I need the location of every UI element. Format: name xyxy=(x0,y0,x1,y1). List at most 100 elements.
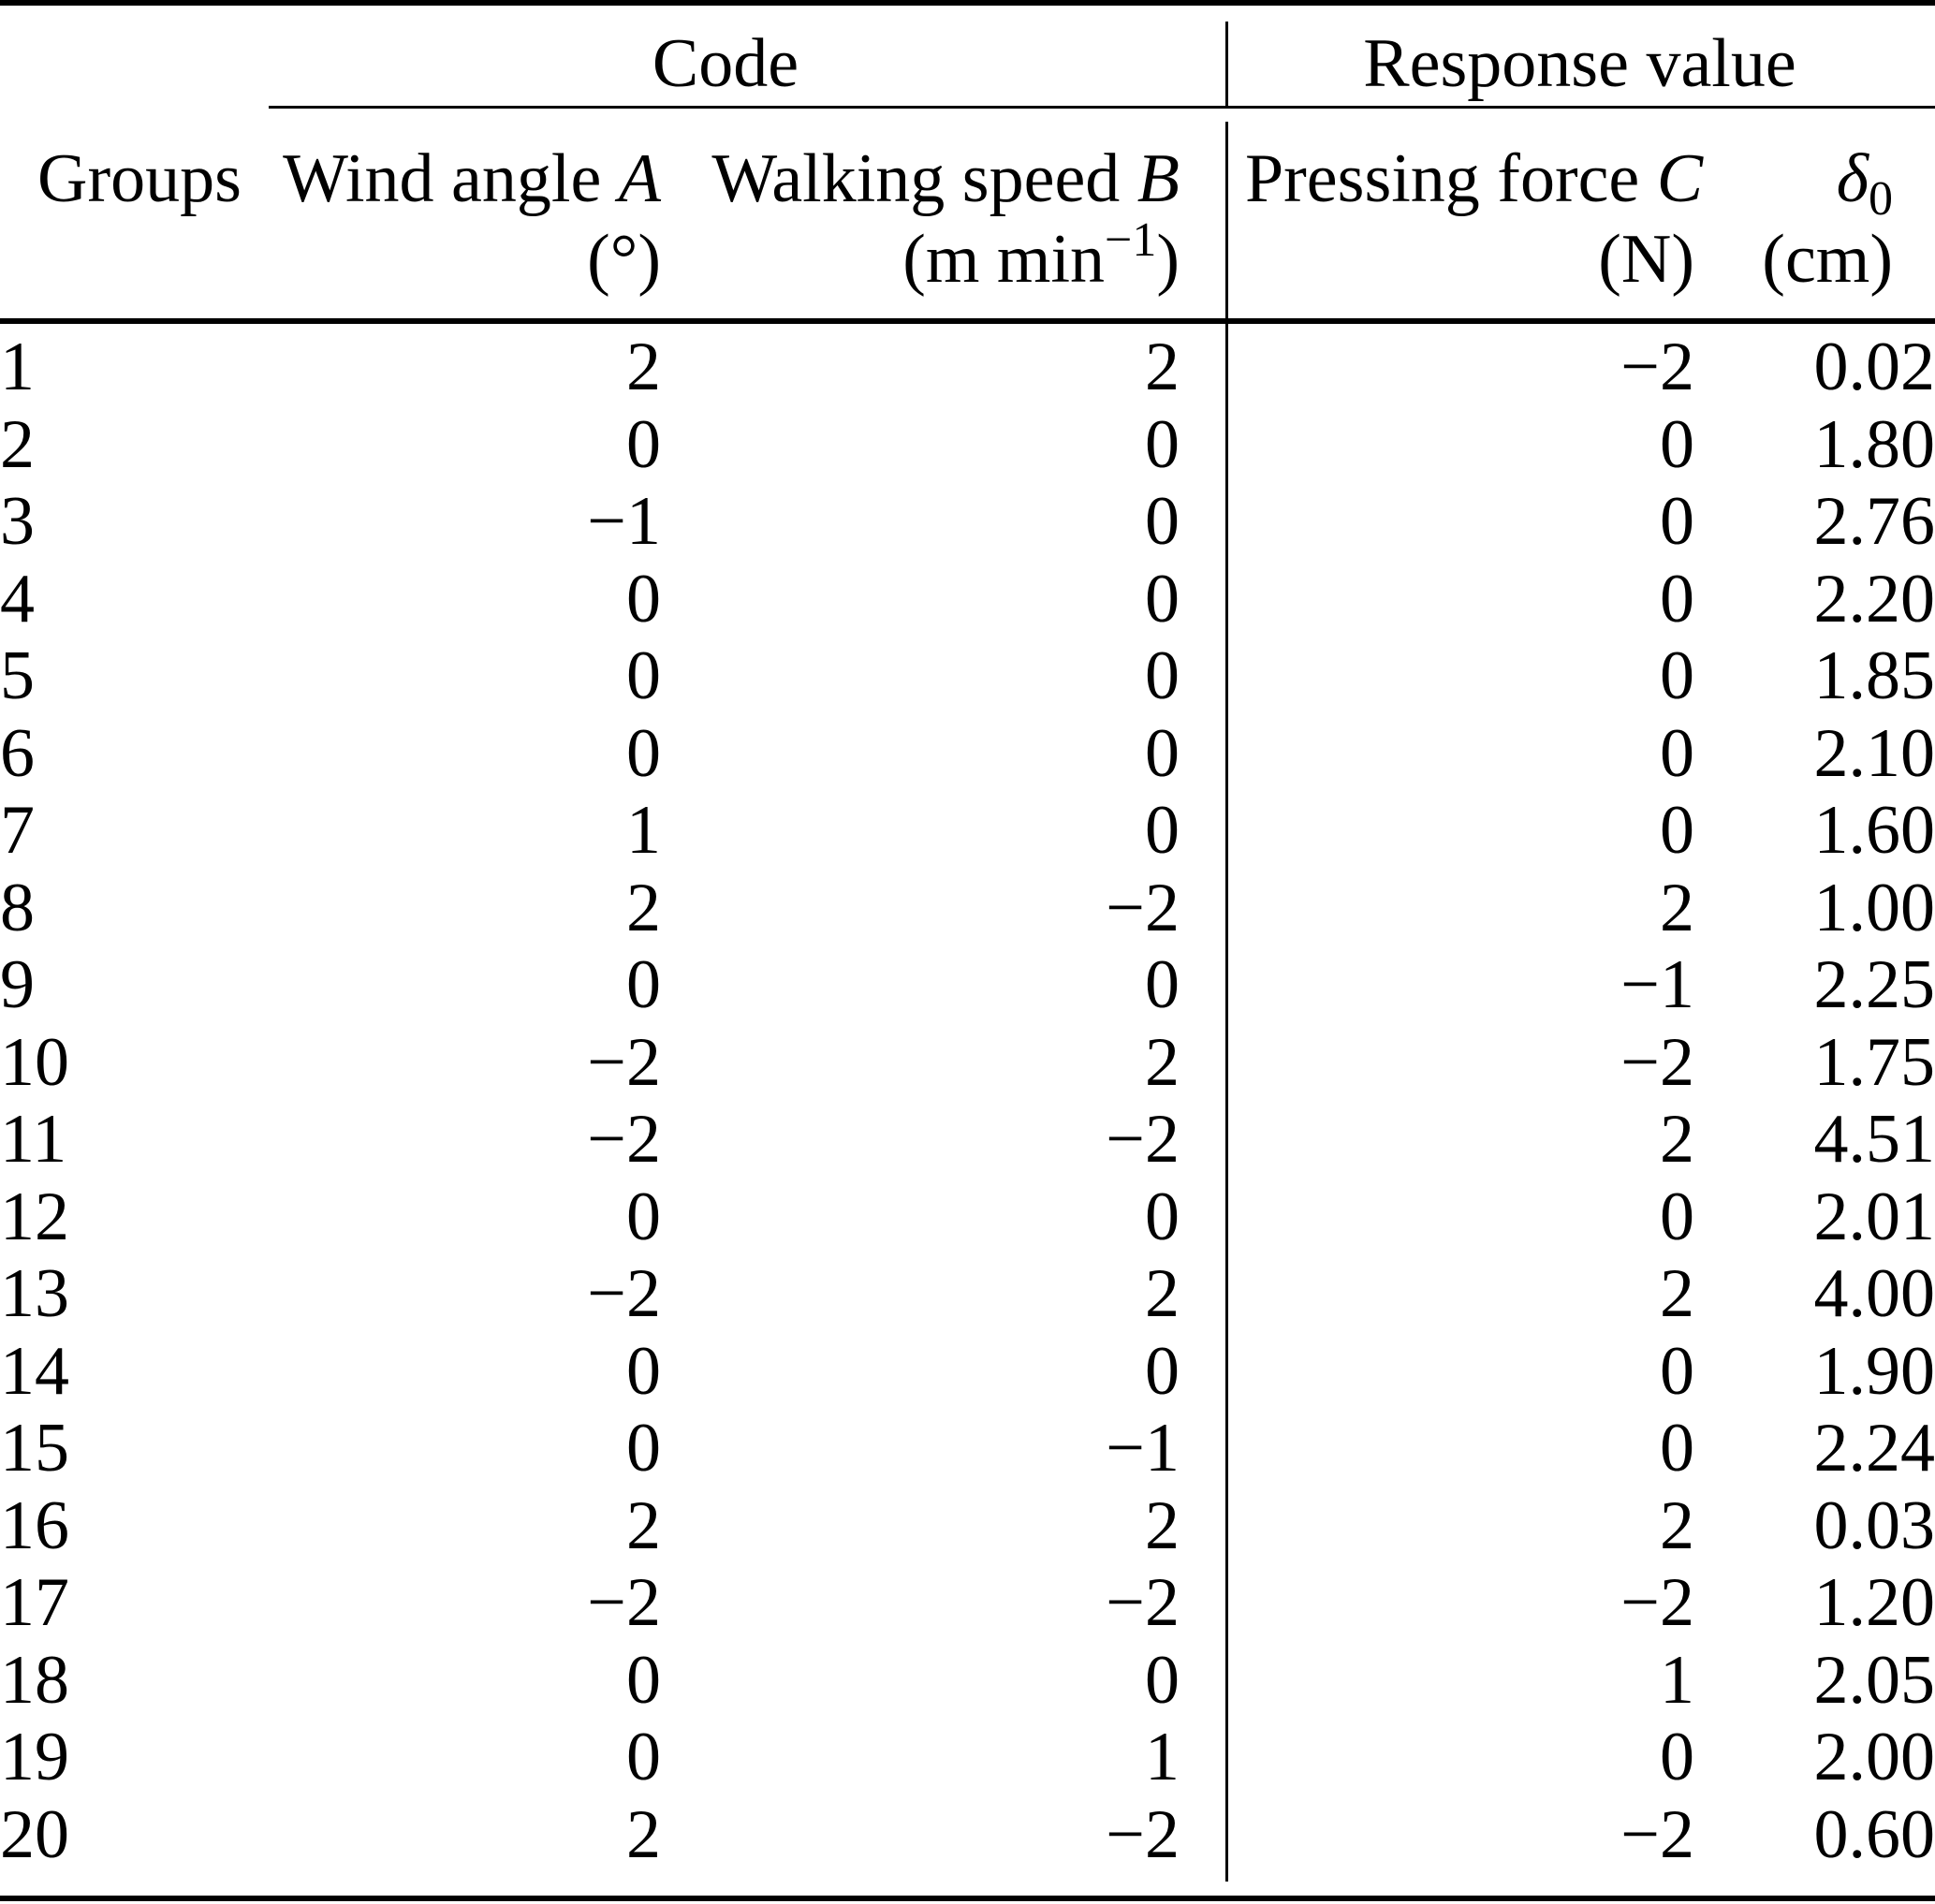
table-row: 11 −2 −2 2 4.51 xyxy=(0,1101,1935,1179)
cell-delta0: 2.10 xyxy=(1813,714,1935,792)
cell-group: 15 xyxy=(0,1410,69,1487)
cell-delta0: 2.24 xyxy=(1813,1410,1935,1487)
cell-walking-speed-b: 0 xyxy=(1145,792,1180,870)
walking-speed-label: Walking speed xyxy=(711,140,1121,217)
table-row: 14 0 0 0 1.90 xyxy=(0,1333,1935,1411)
header-sub-rule xyxy=(269,106,1935,109)
cell-group: 9 xyxy=(0,946,35,1024)
table-row: 7 1 0 0 1.60 xyxy=(0,792,1935,870)
table-row: 12 0 0 0 2.01 xyxy=(0,1179,1935,1256)
cell-wind-angle-a: 2 xyxy=(626,869,661,946)
cell-walking-speed-b: 2 xyxy=(1145,329,1180,406)
cell-pressing-force-c: −2 xyxy=(1620,329,1694,406)
table-row: 19 0 1 0 2.00 xyxy=(0,1719,1935,1796)
cell-wind-angle-a: 0 xyxy=(626,1641,661,1719)
cell-wind-angle-a: −2 xyxy=(587,1101,661,1179)
cell-group: 19 xyxy=(0,1719,69,1796)
cell-group: 16 xyxy=(0,1487,69,1564)
cell-walking-speed-b: 0 xyxy=(1145,714,1180,792)
cell-walking-speed-b: 2 xyxy=(1145,1487,1180,1564)
column-header-groups: Groups xyxy=(37,140,242,217)
column-unit-pressing-force: (N) xyxy=(1598,221,1694,298)
delta-symbol: δ xyxy=(1836,140,1869,217)
cell-wind-angle-a: 2 xyxy=(626,1795,661,1873)
table-row: 4 0 0 0 2.20 xyxy=(0,561,1935,638)
cell-walking-speed-b: 2 xyxy=(1145,1023,1180,1101)
cell-wind-angle-a: 0 xyxy=(626,1410,661,1487)
cell-walking-speed-b: −2 xyxy=(1106,869,1180,946)
pressing-force-variable: C xyxy=(1656,140,1704,217)
cell-pressing-force-c: 0 xyxy=(1660,560,1694,637)
cell-delta0: 1.60 xyxy=(1813,792,1935,870)
cell-pressing-force-c: 1 xyxy=(1660,1641,1694,1719)
cell-group: 10 xyxy=(0,1023,69,1101)
cell-delta0: 1.85 xyxy=(1813,637,1935,715)
cell-pressing-force-c: 0 xyxy=(1660,714,1694,792)
code-response-divider-body xyxy=(1225,122,1228,1882)
cell-walking-speed-b: 1 xyxy=(1145,1719,1180,1796)
cell-group: 4 xyxy=(0,560,35,637)
cell-delta0: 1.75 xyxy=(1813,1023,1935,1101)
table-bottom-rule xyxy=(0,1896,1935,1901)
cell-wind-angle-a: −2 xyxy=(587,1023,661,1101)
cell-pressing-force-c: 0 xyxy=(1660,483,1694,561)
cell-pressing-force-c: 0 xyxy=(1660,405,1694,483)
column-header-pressing-force: Pressing force C xyxy=(1245,139,1703,219)
wind-angle-variable: A xyxy=(618,140,661,217)
cell-delta0: 2.05 xyxy=(1813,1641,1935,1719)
walking-speed-unit-exponent: −1 xyxy=(1105,213,1157,267)
cell-wind-angle-a: −2 xyxy=(587,1564,661,1642)
cell-group: 7 xyxy=(0,792,35,870)
cell-wind-angle-a: 0 xyxy=(626,560,661,637)
cell-pressing-force-c: −1 xyxy=(1620,946,1694,1024)
column-header-wind-angle: Wind angle A xyxy=(281,139,661,219)
cell-delta0: 4.00 xyxy=(1813,1255,1935,1333)
cell-wind-angle-a: −1 xyxy=(587,483,661,561)
cell-pressing-force-c: 0 xyxy=(1660,1719,1694,1796)
cell-walking-speed-b: 2 xyxy=(1145,1255,1180,1333)
cell-walking-speed-b: 0 xyxy=(1145,1332,1180,1410)
code-response-divider-header xyxy=(1225,22,1228,106)
cell-wind-angle-a: 0 xyxy=(626,637,661,715)
cell-walking-speed-b: 0 xyxy=(1145,405,1180,483)
table-top-rule xyxy=(0,0,1935,6)
cell-delta0: 0.03 xyxy=(1813,1487,1935,1564)
cell-delta0: 1.00 xyxy=(1813,869,1935,946)
cell-delta0: 0.60 xyxy=(1813,1795,1935,1873)
cell-pressing-force-c: −2 xyxy=(1620,1023,1694,1101)
header-body-rule xyxy=(0,318,1935,324)
cell-wind-angle-a: 0 xyxy=(626,714,661,792)
walking-speed-unit-pre: (m min xyxy=(902,221,1106,298)
cell-wind-angle-a: 2 xyxy=(626,1487,661,1564)
cell-walking-speed-b: 0 xyxy=(1145,483,1180,561)
cell-wind-angle-a: 2 xyxy=(626,329,661,406)
walking-speed-unit-post: ) xyxy=(1156,221,1180,298)
cell-wind-angle-a: 0 xyxy=(626,1332,661,1410)
cell-pressing-force-c: 2 xyxy=(1660,1101,1694,1179)
cell-pressing-force-c: −2 xyxy=(1620,1795,1694,1873)
cell-delta0: 0.02 xyxy=(1813,329,1935,406)
cell-pressing-force-c: 2 xyxy=(1660,1255,1694,1333)
cell-delta0: 1.90 xyxy=(1813,1332,1935,1410)
cell-walking-speed-b: −2 xyxy=(1106,1564,1180,1642)
table-row: 6 0 0 0 2.10 xyxy=(0,715,1935,793)
cell-pressing-force-c: 2 xyxy=(1660,869,1694,946)
column-unit-walking-speed: (m min−1) xyxy=(711,216,1180,300)
table-row: 9 0 0 −1 2.25 xyxy=(0,946,1935,1024)
column-header-walking-speed: Walking speed B xyxy=(711,139,1180,219)
column-header-delta0: δ0 xyxy=(1657,139,1893,224)
delta-subscript: 0 xyxy=(1869,172,1893,226)
cell-delta0: 2.20 xyxy=(1813,560,1935,637)
cell-delta0: 1.20 xyxy=(1813,1564,1935,1642)
table-row: 8 2 −2 2 1.00 xyxy=(0,870,1935,947)
cell-pressing-force-c: 0 xyxy=(1660,792,1694,870)
cell-group: 6 xyxy=(0,714,35,792)
pressing-force-label: Pressing force xyxy=(1245,140,1640,217)
cell-walking-speed-b: −2 xyxy=(1106,1101,1180,1179)
cell-group: 8 xyxy=(0,869,35,946)
group-header-response-value: Response value xyxy=(1363,25,1796,102)
table-row: 20 2 −2 −2 0.60 xyxy=(0,1796,1935,1874)
table-row: 17 −2 −2 −2 1.20 xyxy=(0,1564,1935,1642)
cell-group: 17 xyxy=(0,1564,69,1642)
